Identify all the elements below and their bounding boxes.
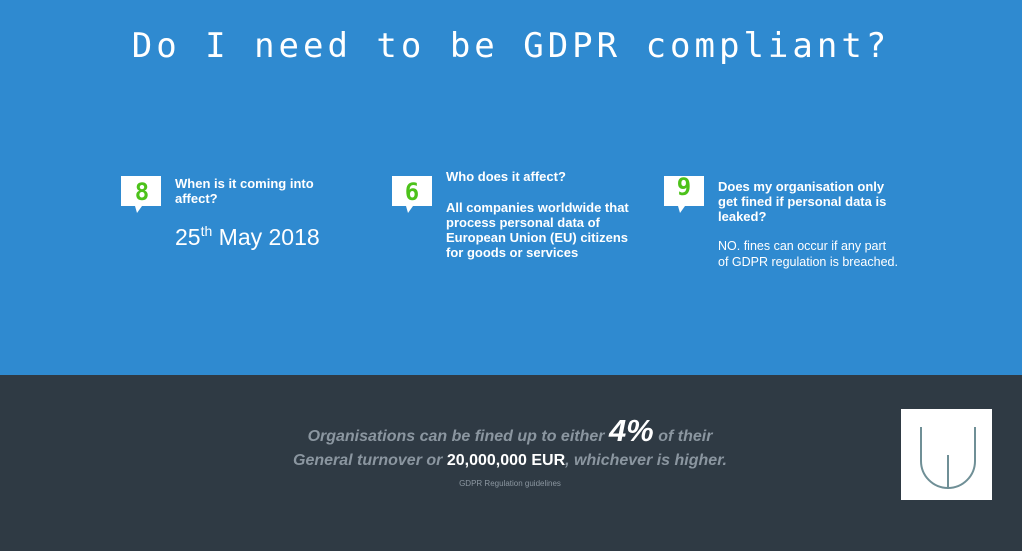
top-panel xyxy=(0,0,1022,375)
card-answer: All companies worldwide that process per… xyxy=(446,200,629,260)
bottom-panel xyxy=(0,375,1022,551)
card-question: When is it coming into affect? xyxy=(175,176,314,206)
speech-bubble-icon: 6 xyxy=(391,175,433,215)
digit-nine: 9 xyxy=(677,175,691,201)
card-question: Does my organisation only get fined if p… xyxy=(718,179,887,224)
fine-statement-line1: Organisations can be fined up to either … xyxy=(307,413,713,448)
fine-statement-line2: General turnover or 20,000,000 EUR, whic… xyxy=(293,452,727,469)
card-answer: NO. fines can occur if any part of GDPR … xyxy=(718,239,898,269)
u-logo-icon xyxy=(901,409,992,500)
page-title: Do I need to be GDPR compliant? xyxy=(131,26,891,66)
digit-six: 6 xyxy=(405,178,419,206)
source-caption: GDPR Regulation guidelines xyxy=(459,479,561,488)
effective-date: 25th May 2018 xyxy=(175,223,320,250)
speech-bubble-icon: 8 xyxy=(120,175,162,215)
speech-bubble-icon: 9 xyxy=(663,175,705,215)
card-question: Who does it affect? xyxy=(446,169,566,184)
digit-eight: 8 xyxy=(135,178,149,206)
